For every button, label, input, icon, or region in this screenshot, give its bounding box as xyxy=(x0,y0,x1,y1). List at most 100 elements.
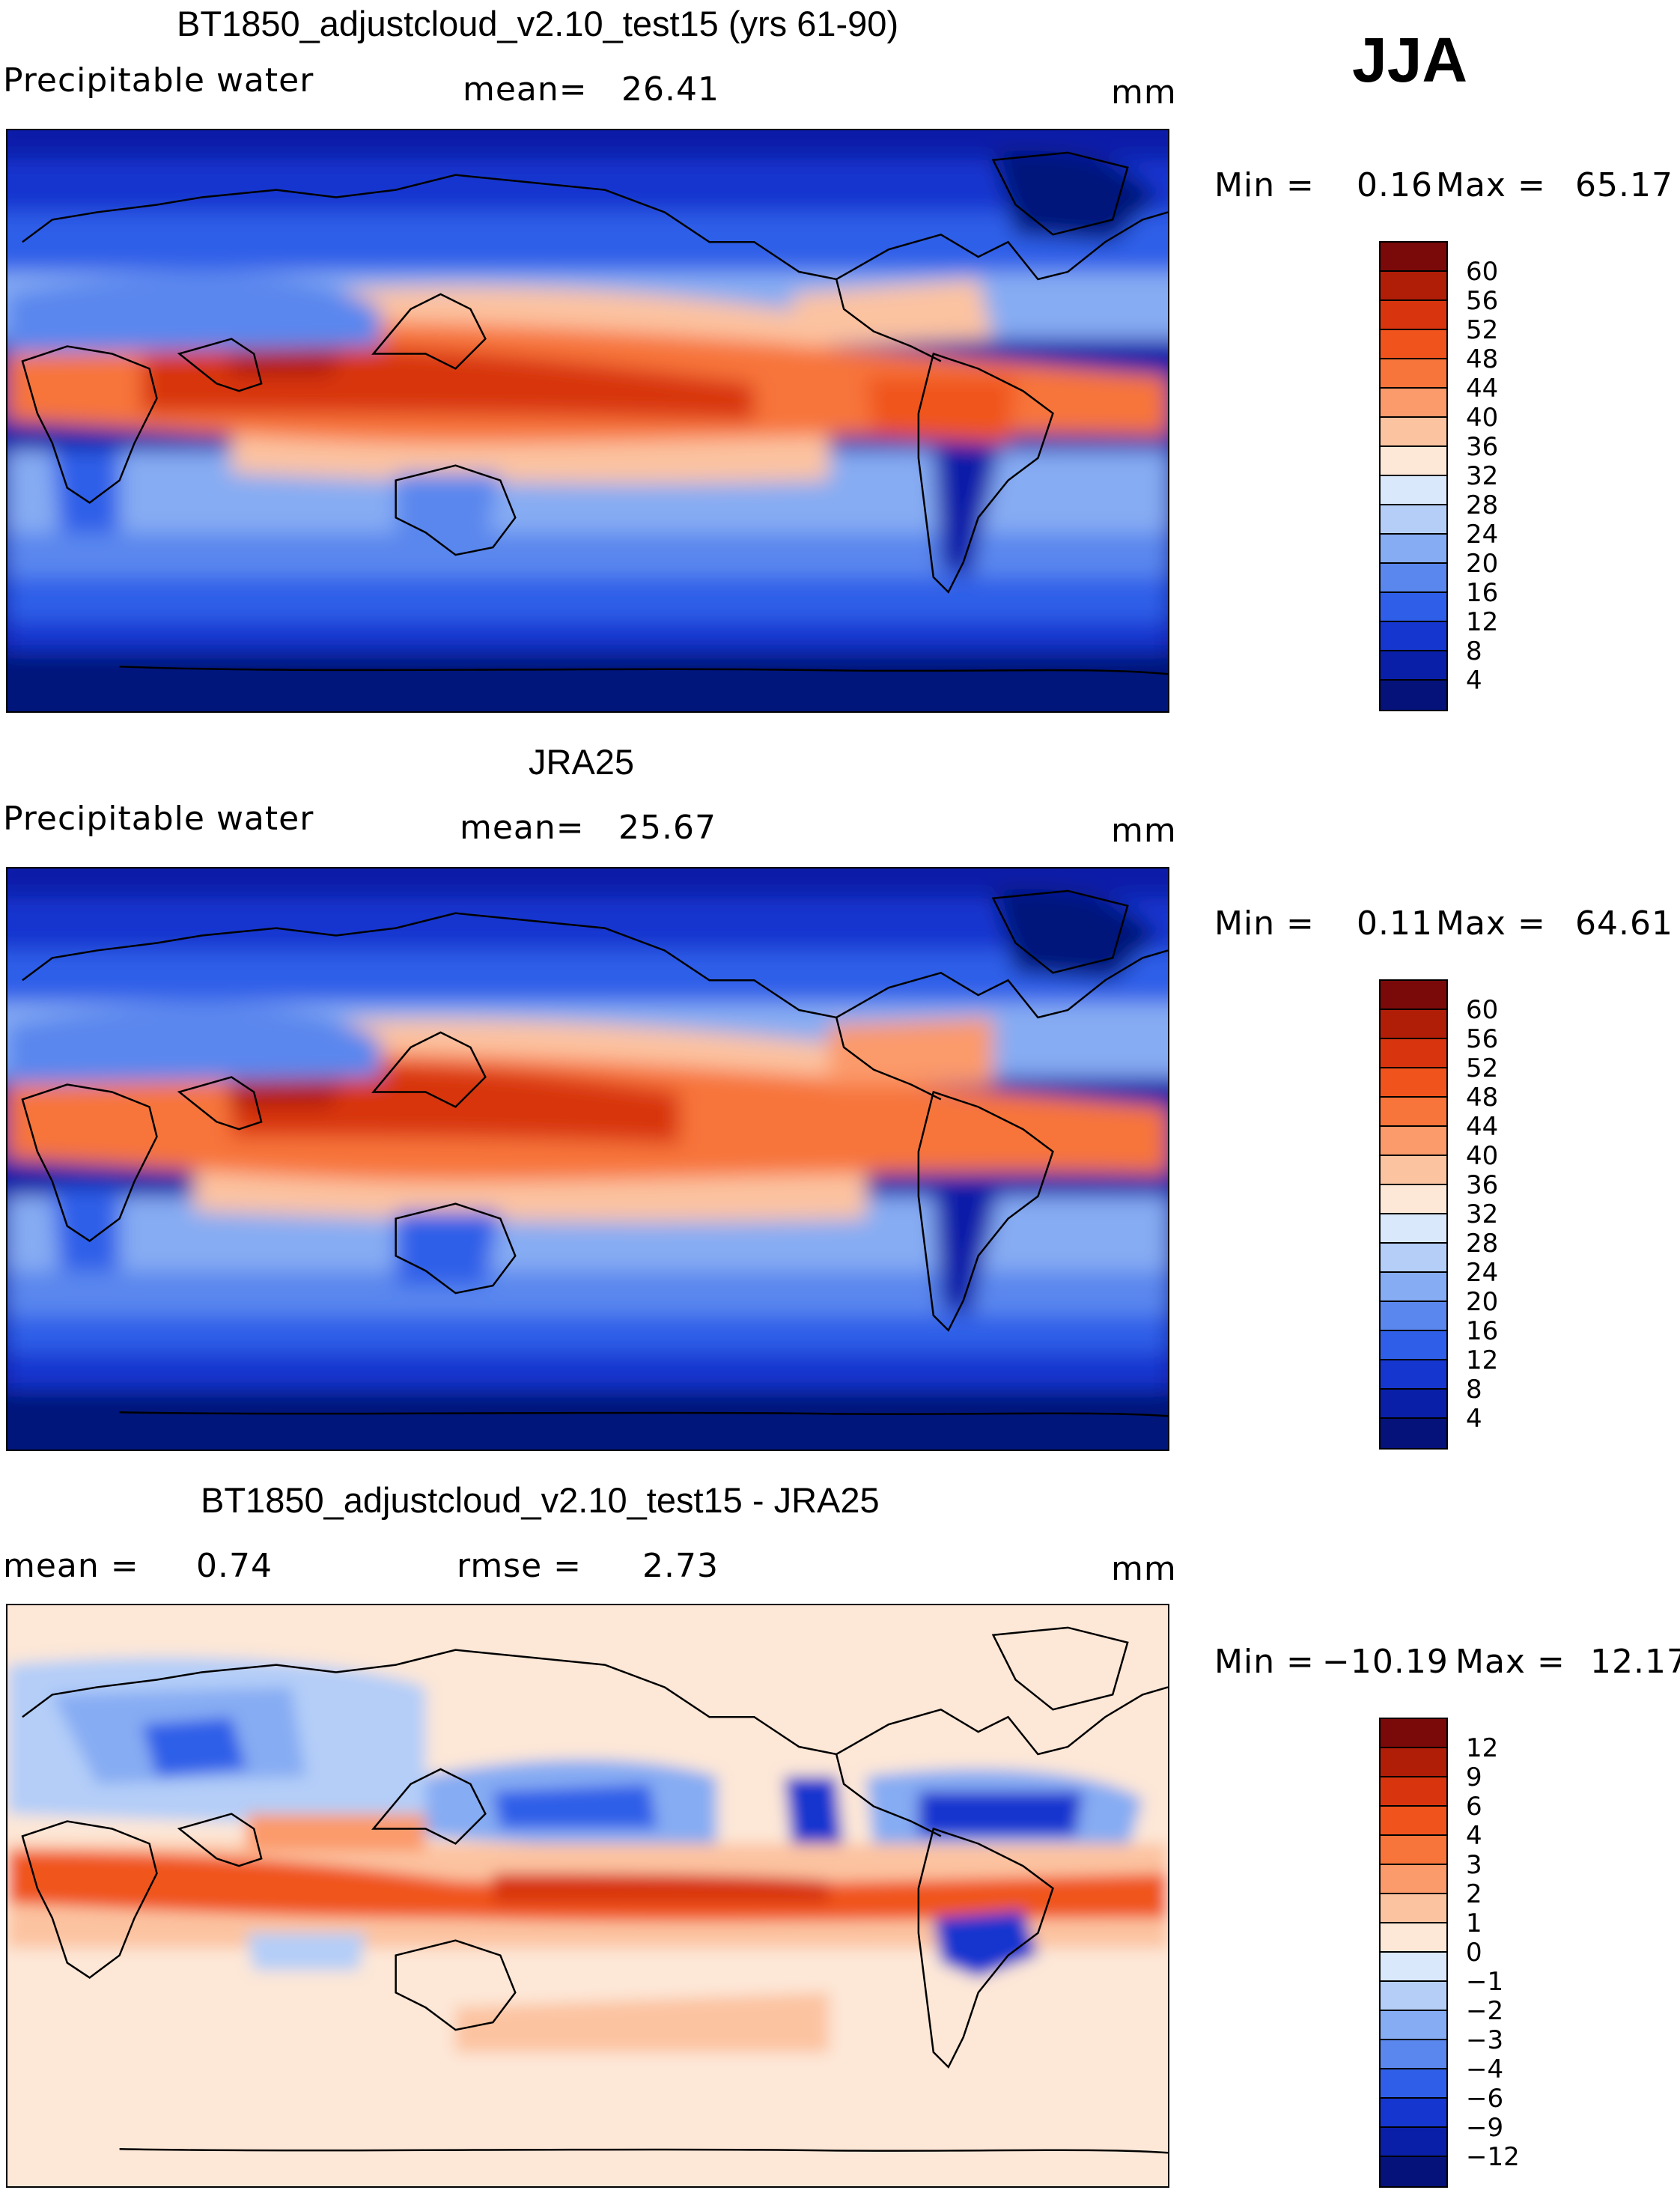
panel2-colorbar-swatch xyxy=(1381,1127,1446,1156)
panel2-colorbar-swatch xyxy=(1381,1185,1446,1214)
panel2-colorbar-swatch xyxy=(1381,1390,1446,1419)
panel1-colorbar-swatch xyxy=(1381,418,1446,447)
panel1-colorbar-swatch xyxy=(1381,564,1446,593)
panel1-colorbar-label: 24 xyxy=(1466,520,1499,550)
panel3-units: mm xyxy=(1111,1550,1177,1588)
panel3-colorbar-swatch xyxy=(1381,2157,1446,2186)
panel1-min-value: 0.16 xyxy=(1357,166,1433,204)
panel3-colorbar-label: −12 xyxy=(1466,2142,1520,2172)
panel3-rmse-label: rmse = xyxy=(457,1547,582,1585)
panel1-colorbar-swatch xyxy=(1381,681,1446,710)
panel2-colorbar-swatch xyxy=(1381,1331,1446,1360)
panel2-colorbar-label: 56 xyxy=(1466,1024,1499,1054)
panel3-max-value: 12.17 xyxy=(1590,1643,1680,1681)
panel1-colorbar-label: 44 xyxy=(1466,374,1499,404)
panel3-mean-label: mean = xyxy=(3,1547,139,1585)
panel3-colorbar-label: 6 xyxy=(1466,1792,1482,1822)
panel3-colorbar-swatch xyxy=(1381,1982,1446,2011)
panel3-colorbar-swatch xyxy=(1381,1923,1446,1953)
panel1-colorbar-swatch xyxy=(1381,622,1446,651)
panel2-max-value: 64.61 xyxy=(1575,904,1673,943)
panel2-map xyxy=(6,867,1169,1451)
panel3-colorbar-label: −6 xyxy=(1466,2084,1504,2114)
panel1-colorbar-swatch xyxy=(1381,447,1446,476)
panel2-colorbar-swatch xyxy=(1381,1010,1446,1039)
panel2-colorbar-label: 20 xyxy=(1466,1287,1499,1317)
panel1-colorbar-label: 28 xyxy=(1466,490,1499,520)
season-label: JJA xyxy=(1352,25,1468,95)
panel1-min-label: Min = xyxy=(1214,166,1315,204)
panel3-max-label: Max = xyxy=(1455,1643,1565,1681)
panel1-colorbar-swatch xyxy=(1381,272,1446,301)
panel2-colorbar-label: 12 xyxy=(1466,1345,1499,1375)
panel3-colorbar-swatch xyxy=(1381,1953,1446,1982)
panel3-colorbar-swatch xyxy=(1381,2128,1446,2157)
panel1-colorbar-swatch xyxy=(1381,476,1446,505)
panel1-colorbar-swatch xyxy=(1381,505,1446,535)
panel1-colorbar-swatch xyxy=(1381,330,1446,359)
panel3-map xyxy=(6,1604,1169,2188)
panel2-colorbar-label: 4 xyxy=(1466,1404,1482,1434)
panel3-colorbar xyxy=(1379,1718,1448,2188)
panel2-colorbar-swatch xyxy=(1381,1156,1446,1185)
panel3-colorbar-label: −9 xyxy=(1466,2113,1504,2143)
panel3-colorbar-label: 1 xyxy=(1466,1908,1482,1938)
panel2-colorbar-swatch xyxy=(1381,1214,1446,1244)
panel2-colorbar-swatch xyxy=(1381,981,1446,1010)
panel1-mean-value: 26.41 xyxy=(621,70,719,109)
panel2-colorbar xyxy=(1379,979,1448,1450)
panel2-colorbar-swatch xyxy=(1381,1302,1446,1331)
coastlines xyxy=(21,889,1168,1417)
panel3-colorbar-label: −3 xyxy=(1466,2025,1504,2055)
panel1-colorbar-label: 8 xyxy=(1466,636,1482,666)
panel2-colorbar-label: 24 xyxy=(1466,1258,1499,1288)
panel3-rmse-value: 2.73 xyxy=(642,1547,719,1585)
panel1-colorbar xyxy=(1379,241,1448,711)
panel3-colorbar-label: 2 xyxy=(1466,1879,1482,1909)
panel3-colorbar-label: 0 xyxy=(1466,1938,1482,1968)
panel2-max-label: Max = xyxy=(1436,904,1546,943)
panel3-colorbar-label: −4 xyxy=(1466,2054,1504,2084)
panel3-colorbar-label: −1 xyxy=(1466,1967,1504,1997)
panel1-colorbar-label: 60 xyxy=(1466,257,1499,287)
panel3-colorbar-swatch xyxy=(1381,2040,1446,2069)
panel3-min-value: −10.19 xyxy=(1322,1643,1449,1681)
panel2-colorbar-label: 40 xyxy=(1466,1141,1499,1171)
panel3-title: BT1850_adjustcloud_v2.10_test15 - JRA25 xyxy=(201,1480,880,1520)
panel2-colorbar-label: 28 xyxy=(1466,1229,1499,1259)
panel2-colorbar-label: 8 xyxy=(1466,1375,1482,1405)
panel2-colorbar-swatch xyxy=(1381,1039,1446,1068)
panel1-title: BT1850_adjustcloud_v2.10_test15 (yrs 61-… xyxy=(177,4,899,43)
panel3-colorbar-label: 3 xyxy=(1466,1850,1482,1880)
panel3-colorbar-label: 4 xyxy=(1466,1821,1482,1851)
panel1-colorbar-label: 12 xyxy=(1466,607,1499,637)
panel1-colorbar-label: 16 xyxy=(1466,578,1499,608)
panel1-colorbar-label: 56 xyxy=(1466,286,1499,316)
panel2-units: mm xyxy=(1111,812,1177,850)
panel3-colorbar-swatch xyxy=(1381,1836,1446,1865)
panel1-mean-label: mean= xyxy=(463,70,588,109)
panel2-mean-label: mean= xyxy=(460,809,585,847)
panel1-map xyxy=(6,129,1169,713)
panel1-colorbar-label: 52 xyxy=(1466,315,1499,345)
panel2-colorbar-swatch xyxy=(1381,1068,1446,1098)
panel3-colorbar-swatch xyxy=(1381,1719,1446,1748)
panel1-colorbar-swatch xyxy=(1381,301,1446,330)
panel2-title: JRA25 xyxy=(529,742,635,782)
panel1-colorbar-label: 32 xyxy=(1466,461,1499,491)
panel2-mean-value: 25.67 xyxy=(618,809,716,847)
panel2-colorbar-label: 44 xyxy=(1466,1112,1499,1142)
panel3-colorbar-swatch xyxy=(1381,1748,1446,1777)
panel2-colorbar-label: 32 xyxy=(1466,1199,1499,1229)
panel3-colorbar-swatch xyxy=(1381,2069,1446,2099)
panel1-colorbar-label: 4 xyxy=(1466,666,1482,696)
panel1-colorbar-label: 40 xyxy=(1466,403,1499,433)
panel1-colorbar-swatch xyxy=(1381,651,1446,681)
panel2-min-value: 0.11 xyxy=(1357,904,1433,943)
panel3-colorbar-swatch xyxy=(1381,2099,1446,2128)
panel1-variable: Precipitable water xyxy=(3,61,314,100)
coastlines xyxy=(21,1626,1168,2154)
panel3-colorbar-swatch xyxy=(1381,1777,1446,1807)
panel3-colorbar-swatch xyxy=(1381,1894,1446,1923)
panel1-colorbar-swatch xyxy=(1381,535,1446,564)
